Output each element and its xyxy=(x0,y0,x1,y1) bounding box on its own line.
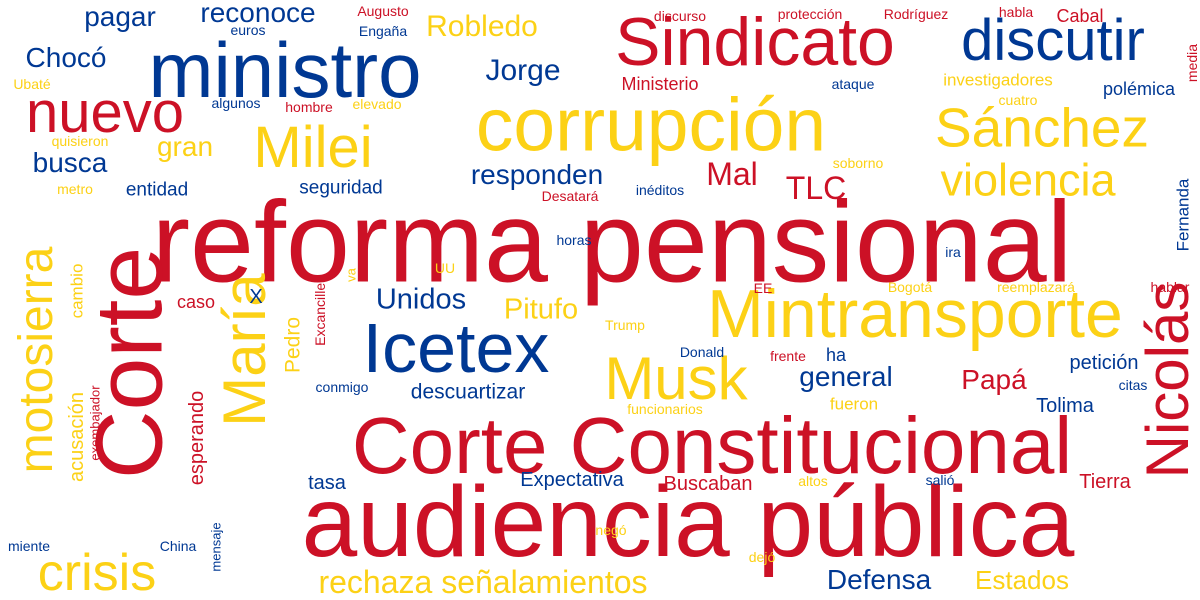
cloud-word: cambio xyxy=(67,263,87,319)
cloud-word: Tolima xyxy=(1036,395,1094,417)
cloud-word: EE xyxy=(753,280,773,296)
cloud-word: petición xyxy=(1069,352,1139,374)
cloud-word: Cabal xyxy=(1056,6,1104,26)
cloud-word: violencia xyxy=(940,154,1116,206)
cloud-word: discutir xyxy=(961,8,1145,73)
cloud-word: mensaje xyxy=(208,522,224,572)
cloud-word: general xyxy=(799,361,893,392)
cloud-word: Chocó xyxy=(25,42,107,73)
cloud-word: Trump xyxy=(605,317,645,333)
cloud-word: investigadores xyxy=(943,70,1053,90)
cloud-word: Musk xyxy=(604,345,748,412)
cloud-word: habla xyxy=(998,4,1034,20)
cloud-word: va xyxy=(343,268,359,282)
cloud-word: pagar xyxy=(84,1,156,32)
cloud-word: Estados xyxy=(975,565,1069,595)
cloud-word: entidad xyxy=(125,179,189,201)
cloud-word: frente xyxy=(770,348,806,364)
cloud-word: crisis xyxy=(37,544,157,600)
cloud-word: Fernanda xyxy=(1173,178,1193,252)
cloud-word: caso xyxy=(176,292,216,312)
cloud-word: Pitufo xyxy=(503,293,579,326)
cloud-word: gran xyxy=(156,131,214,162)
cloud-word: fueron xyxy=(829,394,879,414)
cloud-word: ataque xyxy=(831,76,875,92)
cloud-word: responden xyxy=(470,159,604,190)
cloud-word: altos xyxy=(798,473,828,489)
cloud-word: soborno xyxy=(832,155,884,171)
cloud-word: corrupción xyxy=(475,82,827,167)
cloud-word: cuatro xyxy=(998,92,1038,108)
cloud-word: esperando xyxy=(186,390,208,486)
cloud-word: Ubaté xyxy=(13,76,51,92)
cloud-word: audiencia pública xyxy=(301,466,1075,578)
cloud-word: Corte Constitucional xyxy=(351,401,1073,490)
cloud-word: Milei xyxy=(253,115,373,180)
cloud-word: China xyxy=(159,538,197,554)
cloud-word: María xyxy=(211,273,278,427)
cloud-word: Defensa xyxy=(826,564,932,595)
cloud-word: Unidos xyxy=(375,283,467,316)
cloud-word: protección xyxy=(777,6,843,22)
cloud-word: algunos xyxy=(211,95,261,111)
cloud-word: exembajador xyxy=(87,385,103,461)
cloud-word: Ministerio xyxy=(621,74,699,94)
cloud-word: elevado xyxy=(352,96,402,112)
cloud-word: reconoce xyxy=(200,0,316,28)
cloud-word: hablar xyxy=(1150,279,1190,295)
cloud-word: UU xyxy=(434,260,456,276)
cloud-word: Buscaban xyxy=(663,473,753,495)
cloud-word: dejó xyxy=(748,549,776,565)
cloud-word: seguridad xyxy=(299,177,383,199)
cloud-word: Excanciller xyxy=(312,278,328,346)
cloud-word: Sánchez xyxy=(934,96,1150,159)
cloud-word: citas xyxy=(1118,377,1148,393)
cloud-word: busca xyxy=(32,147,108,178)
cloud-word: inéditos xyxy=(635,182,685,198)
cloud-word: Donald xyxy=(679,344,725,360)
cloud-word: acusación xyxy=(66,391,88,483)
cloud-word: reemplazará xyxy=(997,279,1075,295)
cloud-word: ministro xyxy=(148,26,422,114)
cloud-word: ira xyxy=(945,244,961,260)
cloud-word: miente xyxy=(7,538,51,554)
cloud-word: TLC xyxy=(785,170,847,206)
cloud-word: motosierra xyxy=(10,246,63,474)
cloud-word: metro xyxy=(57,181,93,197)
cloud-word: Augusto xyxy=(357,3,409,19)
cloud-word: funcionarios xyxy=(627,401,703,417)
cloud-word: Robledo xyxy=(426,10,538,43)
cloud-word: polémica xyxy=(1102,79,1176,99)
cloud-word: Tierra xyxy=(1079,471,1131,493)
cloud-word: X xyxy=(249,286,263,308)
cloud-word: Rodríguez xyxy=(883,6,949,22)
cloud-word: reforma pensional xyxy=(151,178,1073,307)
cloud-word: negó xyxy=(595,522,627,538)
cloud-word: horas xyxy=(556,232,592,248)
cloud-word: Sindicato xyxy=(615,4,895,80)
cloud-word: Expectativa xyxy=(520,469,624,491)
cloud-word: media xyxy=(1184,43,1200,83)
cloud-word: euros xyxy=(230,22,266,38)
cloud-word: Mal xyxy=(706,156,758,192)
cloud-word: quisieron xyxy=(51,133,109,149)
cloud-word: discurso xyxy=(653,8,707,24)
cloud-word: Mintransporte xyxy=(707,276,1123,352)
cloud-word: Desatará xyxy=(541,188,599,204)
cloud-word: rechaza señalamientos xyxy=(318,564,648,600)
cloud-word: Pedro xyxy=(281,316,305,374)
cloud-word: Jorge xyxy=(485,54,561,87)
cloud-word: nuevo xyxy=(25,80,185,145)
cloud-word: Icetex xyxy=(362,309,550,387)
cloud-word: hombre xyxy=(285,99,333,115)
cloud-word: descuartizar xyxy=(410,380,526,404)
cloud-word: Engaña xyxy=(358,23,408,39)
cloud-word: conmigo xyxy=(315,379,369,395)
cloud-word: tasa xyxy=(308,472,346,494)
cloud-word: ha xyxy=(825,345,847,365)
cloud-word: salió xyxy=(925,472,955,488)
cloud-word: Papá xyxy=(961,364,1027,395)
cloud-word: Bogotá xyxy=(887,279,933,295)
